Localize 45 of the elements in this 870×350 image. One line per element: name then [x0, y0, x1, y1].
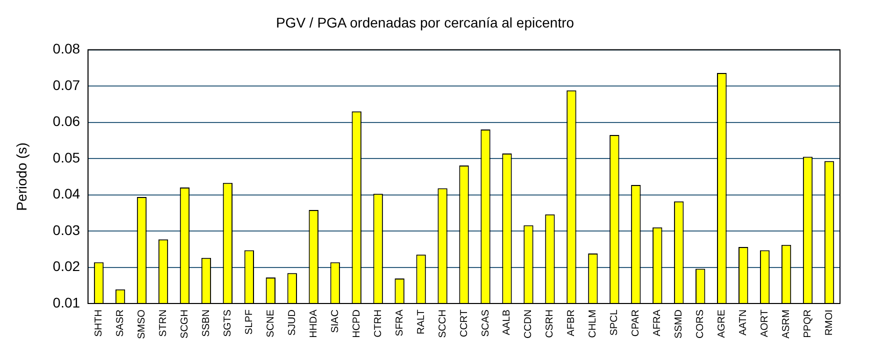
x-tick-label: STRN — [158, 310, 169, 337]
x-tick-label: SGTS — [222, 309, 234, 337]
x-tick-label: AFBR — [566, 310, 578, 336]
x-tick-label: SJUD — [286, 310, 298, 336]
x-tick-label: SFRA — [394, 309, 406, 336]
x-tick-label: SCAS — [480, 309, 492, 337]
x-tick-label: SPCL — [609, 309, 620, 336]
y-tick-label: 0.04 — [52, 186, 80, 202]
x-tick-label: SCGH — [179, 310, 190, 338]
x-tick-label: CHLM — [588, 310, 599, 338]
y-axis-title: Periodo (s) — [13, 142, 30, 211]
x-tick-label: CCDN — [523, 310, 534, 338]
x-tick-label: HHDA — [308, 309, 320, 338]
x-tick-label: SLPF — [244, 310, 255, 335]
y-tick-label: 0.05 — [52, 149, 80, 166]
x-tick-label: AORT — [760, 310, 771, 338]
y-tick-label: 0.03 — [52, 222, 80, 238]
x-tick-label: AATN — [738, 310, 750, 336]
x-tick-label: SIAC — [330, 310, 341, 333]
x-tick-label: CSRH — [544, 310, 556, 338]
x-tick-label: PPQR — [802, 310, 814, 338]
x-tick-label: CPAR — [630, 310, 642, 337]
y-tick-label: 0.02 — [52, 258, 80, 274]
chart-title: PGV / PGA ordenadas por cercanía al epicentro — [276, 14, 574, 30]
x-tick-label: CORS — [695, 309, 706, 338]
y-tick-label: 0.06 — [52, 113, 80, 130]
x-tick-label: SASR — [115, 310, 126, 337]
x-tick-label: CTRH — [372, 310, 384, 338]
x-tick-label: SCNE — [265, 309, 276, 338]
x-tick-label: SSBN — [200, 310, 212, 337]
x-tick-label: CCRT — [458, 310, 470, 338]
y-tick-label: 0.08 — [52, 40, 80, 57]
y-tick-label: 0.01 — [52, 294, 80, 310]
x-tick-label: AALB — [502, 309, 513, 336]
x-tick-label: SSMD — [674, 310, 685, 338]
x-tick-label: SCCH — [437, 310, 448, 338]
x-tick-label: SHTH — [94, 310, 105, 337]
x-tick-label: AGRE — [716, 309, 728, 338]
x-tick-label: ASRM — [781, 310, 792, 338]
x-tick-label: SMSO — [136, 309, 148, 340]
x-tick-label: RMOI — [824, 310, 836, 336]
y-tick-label: 0.07 — [52, 76, 80, 93]
x-tick-label: RALT — [416, 310, 427, 334]
x-tick-label: AFRA — [652, 309, 664, 336]
x-tick-label: HCPD — [351, 310, 362, 338]
